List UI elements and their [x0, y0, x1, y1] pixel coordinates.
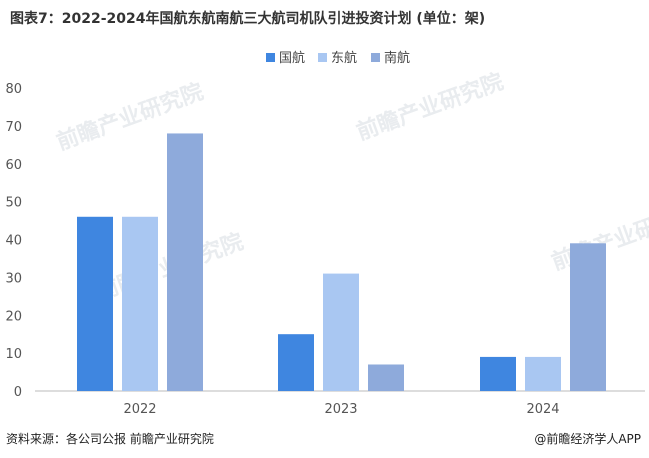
y-tick-label: 60: [5, 158, 22, 173]
legend-label: 东航: [331, 50, 357, 66]
legend-swatch: [318, 53, 327, 62]
x-axis: 2022 2023 2024: [123, 402, 559, 417]
x-tick-label: 2022: [123, 402, 156, 417]
y-tick-label: 0: [14, 385, 22, 400]
chart-title: 图表7：2022-2024年国航东航南航三大航司机队引进投资计划 (单位：架): [10, 11, 486, 27]
legend-swatch: [266, 53, 275, 62]
legend-label: 国航: [279, 50, 305, 66]
bar-东航-2022: [122, 216, 158, 391]
x-tick-label: 2024: [526, 402, 559, 417]
watermark-text: 前瞻产业研究院: [353, 69, 507, 146]
y-axis: 0 10 20 30 40 50 60 70 80: [5, 82, 22, 400]
legend-label: 南航: [384, 50, 410, 66]
y-tick-label: 30: [5, 271, 22, 286]
source-note: 资料来源：各公司公报 前瞻产业研究院: [6, 432, 214, 446]
bars: [77, 133, 606, 391]
legend: 国航 东航 南航: [266, 50, 410, 66]
y-tick-label: 70: [5, 120, 22, 135]
bar-chart: 前瞻产业研究院前瞻产业研究院前瞻产业研究院前瞻产业研究院 国航东航南航 0102…: [5, 50, 649, 417]
bar-南航-2024: [570, 243, 606, 391]
y-tick-label: 40: [5, 234, 22, 249]
bar-南航-2022: [167, 133, 203, 391]
legend-swatch: [371, 53, 380, 62]
bar-东航-2023: [323, 273, 359, 391]
y-tick-label: 50: [5, 196, 22, 211]
bar-国航-2022: [77, 216, 113, 391]
y-tick-label: 80: [5, 82, 22, 97]
brand-label: @前瞻经济学人APP: [534, 432, 641, 446]
bar-国航-2023: [278, 334, 314, 391]
bar-南航-2023: [368, 364, 404, 391]
bar-国航-2024: [480, 356, 516, 391]
y-tick-label: 20: [5, 309, 22, 324]
x-tick-label: 2023: [324, 402, 357, 417]
y-tick-label: 10: [5, 347, 22, 362]
bar-东航-2024: [525, 356, 561, 391]
